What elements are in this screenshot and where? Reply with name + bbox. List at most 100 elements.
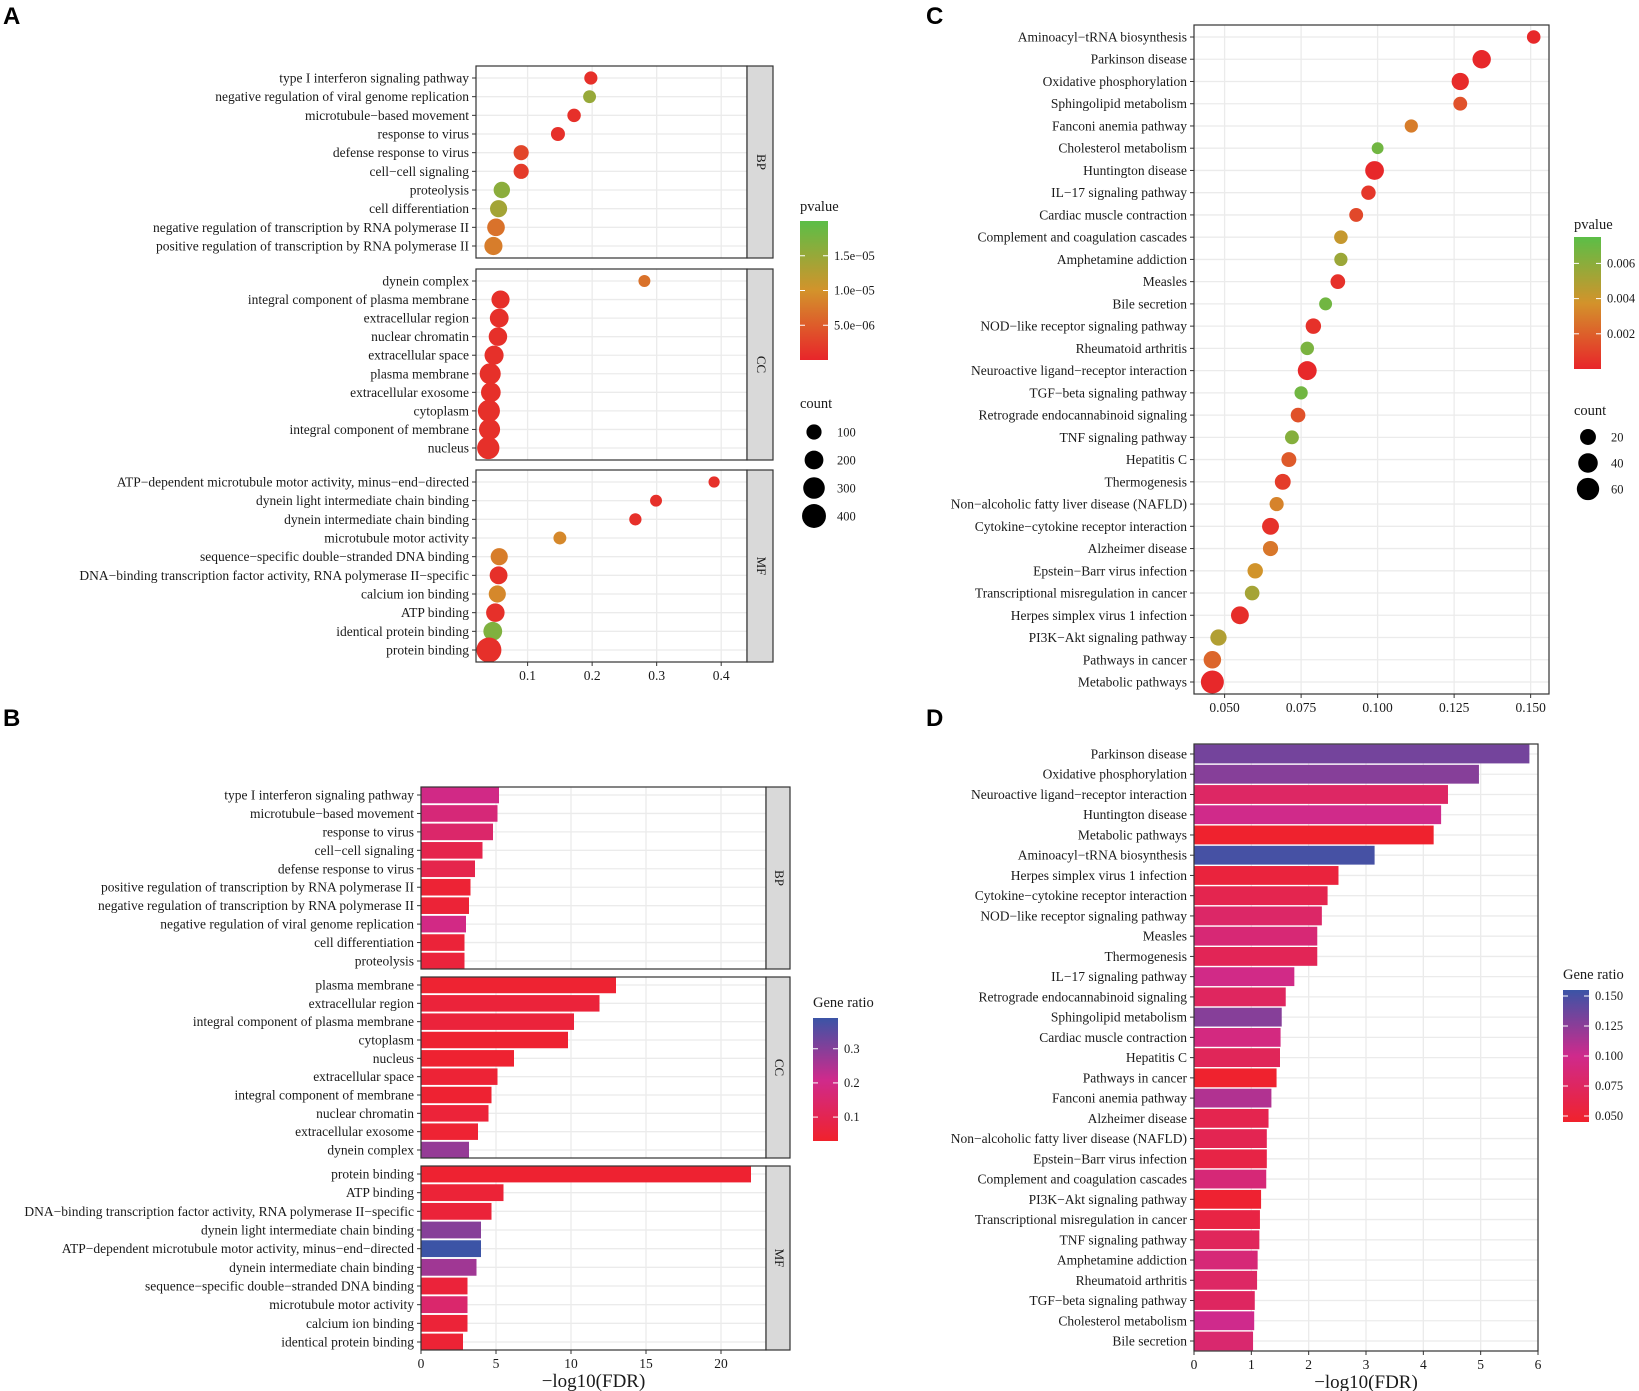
category-label: Cardiac muscle contraction (1039, 207, 1187, 222)
bar (421, 1013, 574, 1030)
panel-c-kegg-dot-plot: Aminoacyl−tRNA biosynthesis Parkinson dis… (951, 24, 1636, 715)
category-label: Amphetamine addiction (1057, 252, 1187, 267)
category-label: cytoplasm (359, 1033, 415, 1048)
category-label: Aminoacyl−tRNA biosynthesis (1018, 30, 1187, 45)
x-tick-label: 0.075 (1286, 700, 1317, 715)
data-point (1203, 651, 1222, 669)
category-label: Rheumatoid arthritis (1076, 341, 1187, 356)
data-point (493, 181, 511, 199)
category-label: positive regulation of transcription by … (101, 880, 415, 895)
bar (421, 1296, 468, 1314)
bar (1194, 987, 1286, 1007)
x-tick-label: 5 (493, 1356, 500, 1371)
bar (1194, 866, 1339, 885)
facet-strip-mf (765, 1165, 791, 1351)
color-legend-title: pvalue (800, 199, 839, 215)
color-legend-tick-label: 0.125 (1595, 1019, 1623, 1033)
category-label: TGF−beta signaling pathway (1029, 1293, 1187, 1308)
data-point (1319, 297, 1333, 311)
x-tick-label: 0.2 (584, 668, 601, 683)
category-label: Cytokine−cytokine receptor interaction (975, 519, 1188, 534)
data-point (488, 585, 506, 603)
bar (1194, 947, 1318, 966)
data-point (1294, 386, 1308, 400)
category-label: extracellular space (368, 348, 469, 363)
bar (1194, 1210, 1260, 1229)
data-point (1300, 341, 1315, 356)
bar (421, 823, 493, 841)
data-point (1284, 430, 1299, 445)
category-label: identical protein binding (336, 624, 469, 639)
panel-label-a: A (3, 3, 20, 30)
facet-strip-label: BP (772, 870, 787, 886)
facet-mf-background (476, 470, 747, 662)
category-label: microtubule motor activity (324, 531, 469, 546)
category-label: Thermogenesis (1105, 474, 1187, 489)
data-point (583, 90, 597, 104)
bar (1194, 1068, 1277, 1088)
data-point (479, 418, 501, 440)
category-label: microtubule−based movement (305, 108, 469, 123)
x-tick-label: 15 (639, 1356, 653, 1371)
size-legend-dot (803, 477, 825, 499)
category-label: Measles (1143, 929, 1187, 944)
category-label: Cytokine−cytokine receptor interaction (975, 888, 1188, 903)
x-tick-label: 10 (564, 1356, 578, 1371)
category-label: response to virus (378, 127, 470, 142)
facet-strip-label: CC (754, 356, 769, 373)
size-legend-dot (806, 424, 822, 440)
category-label: Sphingolipid metabolism (1051, 1010, 1188, 1025)
data-point (1274, 473, 1291, 490)
category-label: type I interferon signaling pathway (224, 788, 414, 803)
bar (1194, 1291, 1255, 1310)
color-legend-tick-label: 0.002 (1607, 327, 1635, 341)
category-label: cytoplasm (414, 403, 470, 418)
category-label: PI3K−Akt signaling pathway (1029, 1192, 1188, 1207)
data-point (489, 566, 508, 585)
data-point (476, 637, 502, 663)
x-tick-label: 3 (1363, 1357, 1370, 1372)
category-label: Complement and coagulation cascades (977, 230, 1187, 245)
bar (421, 860, 475, 878)
category-label: defense response to virus (278, 861, 414, 876)
category-label: ATP binding (401, 605, 469, 620)
color-legend-tick-label: 1.5e−05 (834, 249, 875, 263)
bar (1194, 886, 1328, 906)
data-point (1349, 207, 1364, 222)
x-tick-label: 6 (1535, 1357, 1542, 1372)
category-label: protein binding (386, 643, 469, 658)
category-label: Parkinson disease (1091, 747, 1187, 762)
category-label: TGF−beta signaling pathway (1029, 385, 1187, 400)
category-label: Cholesterol metabolism (1058, 1313, 1187, 1328)
category-label: Aminoacyl−tRNA biosynthesis (1018, 848, 1187, 863)
category-label: type I interferon signaling pathway (279, 71, 469, 86)
category-label: integral component of plasma membrane (248, 292, 469, 307)
category-label: defense response to virus (333, 145, 469, 160)
category-label: Sphingolipid metabolism (1051, 96, 1188, 111)
category-label: Alzheimer disease (1088, 1111, 1187, 1126)
category-label: Complement and coagulation cascades (977, 1172, 1187, 1187)
panel-b-go-bar-chart: type I interferon signaling pathway micro… (24, 786, 874, 1391)
category-label: Parkinson disease (1091, 52, 1187, 67)
category-label: extracellular exosome (350, 385, 469, 400)
data-point (1305, 318, 1322, 334)
x-tick-label: 5 (1477, 1357, 1484, 1372)
category-label: Rheumatoid arthritis (1076, 1273, 1187, 1288)
data-point (1334, 230, 1348, 244)
color-legend-tick-label: 0.1 (844, 1110, 860, 1124)
data-point (483, 621, 503, 641)
category-label: protein binding (331, 1167, 414, 1182)
bar (421, 786, 499, 804)
category-label: Pathways in cancer (1083, 1070, 1188, 1085)
category-label: Cholesterol metabolism (1058, 141, 1187, 156)
bar (421, 952, 465, 970)
category-label: DNA−binding transcription factor activit… (79, 568, 469, 583)
category-label: negative regulation of transcription by … (153, 220, 470, 235)
category-label: Transcriptional misregulation in cancer (975, 586, 1188, 601)
category-label: integral component of plasma membrane (193, 1014, 414, 1029)
category-label: cell−cell signaling (370, 164, 470, 179)
data-point (513, 163, 529, 179)
data-point (550, 127, 565, 141)
size-legend-label: 200 (837, 454, 856, 468)
bar (1194, 805, 1442, 825)
